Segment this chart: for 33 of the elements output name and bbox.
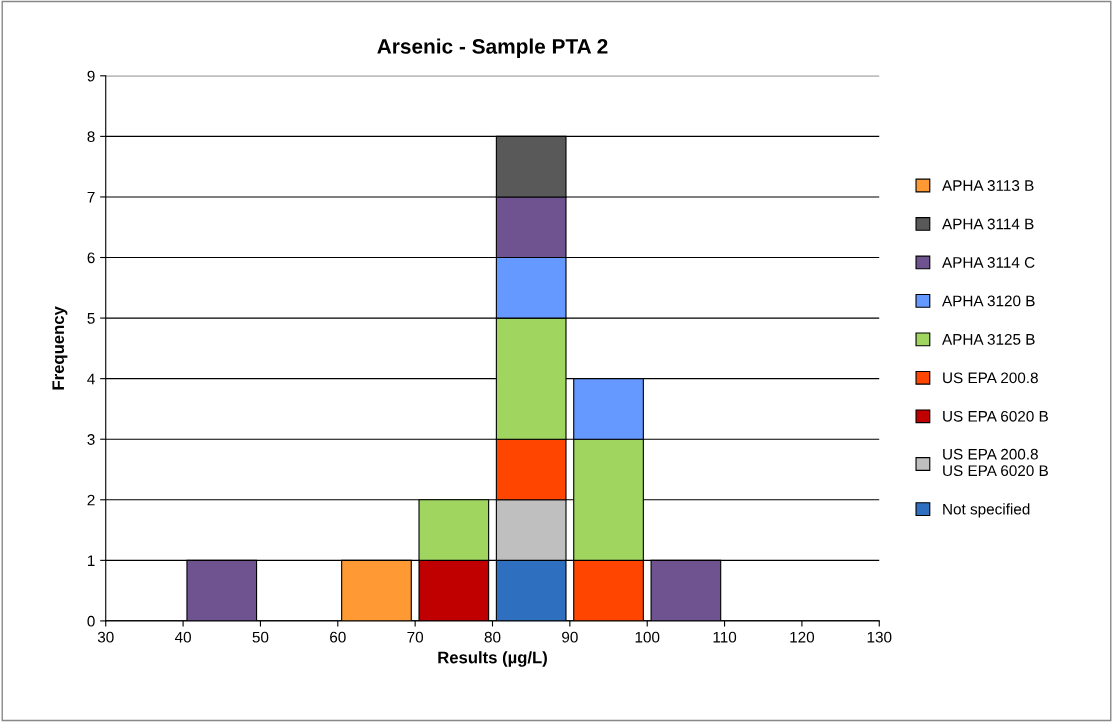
y-tick-label: 4: [87, 373, 95, 385]
x-tick-label: 50: [252, 631, 269, 643]
x-tick-label: 60: [330, 631, 346, 643]
y-tick-label: 7: [87, 191, 95, 203]
y-tick-label: 8: [87, 131, 95, 143]
legend-label: APHA 3114 C: [942, 257, 1035, 268]
legend-label: US EPA 200.8: [943, 372, 1038, 384]
x-tick-label: 110: [713, 631, 737, 643]
legend-label: Not specified: [943, 503, 1030, 518]
chart-title: Arsenic - Sample PTA 2: [377, 38, 608, 58]
x-tick-label: 70: [407, 631, 424, 643]
y-tick-label: 1: [87, 555, 95, 566]
x-tick-label: 80: [484, 631, 501, 643]
x-tick-label: 90: [562, 631, 578, 643]
y-tick-label: 0: [87, 615, 95, 627]
legend-label: US EPA 6020 B: [943, 410, 1048, 422]
y-tick-label: 9: [87, 70, 95, 82]
x-axis-title: Results (µg/L): [438, 651, 547, 667]
legend-label: APHA 3125 B: [942, 333, 1035, 345]
legend-label: APHA 3113 B: [942, 180, 1034, 191]
x-tick-label: 30: [97, 631, 114, 643]
x-tick-label: 120: [790, 631, 815, 643]
x-tick-label: 100: [635, 631, 660, 643]
x-tick-label: 40: [174, 631, 191, 643]
legend-label: APHA 3114 B: [942, 218, 1034, 230]
y-axis-title: Frequency: [52, 306, 68, 390]
legend-label: APHA 3120 B: [942, 295, 1035, 307]
legend-label: US EPA 200.8 US EPA 6020 B: [943, 448, 1048, 477]
y-tick-label: 6: [87, 252, 95, 264]
y-tick-label: 5: [87, 313, 95, 324]
y-tick-label: 3: [87, 434, 95, 445]
x-tick-label: 130: [867, 631, 892, 643]
y-tick-label: 2: [87, 494, 95, 506]
